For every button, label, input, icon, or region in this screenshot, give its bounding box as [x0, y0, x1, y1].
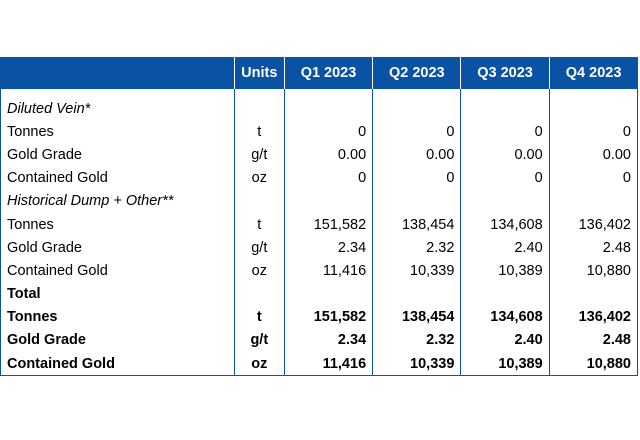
value-cell-q2 [372, 282, 461, 306]
row-label: Tonnes [0, 120, 235, 144]
value-cell-q4: 2.48 [548, 328, 639, 353]
value-cell-q4: 2.48 [548, 236, 639, 260]
row-label: Contained Gold [0, 259, 235, 283]
header-q2: Q2 2023 [372, 57, 461, 89]
value-cell-q4: 0 [548, 120, 639, 144]
header-q4: Q4 2023 [548, 57, 638, 89]
value-cell-q3: 0 [460, 120, 550, 144]
header-units: Units [233, 57, 285, 89]
table-row: Gold Grade g/t 2.34 2.32 2.40 2.48 [0, 328, 639, 353]
value-cell-q3: 2.40 [460, 328, 550, 353]
value-cell-q2: 0 [372, 166, 461, 190]
value-cell-q2: 0 [372, 120, 461, 144]
value-cell-q1: 151,582 [283, 305, 373, 329]
value-cell-q1 [283, 282, 373, 306]
value-cell-q1: 0 [283, 166, 373, 190]
value-cell-q4: 0 [548, 166, 639, 190]
value-cell-q3 [460, 282, 550, 306]
row-unit [233, 189, 285, 213]
table-row: Tonnes t 0 0 0 0 [0, 120, 639, 144]
value-cell-q3: 134,608 [460, 212, 550, 237]
value-cell-q2 [372, 97, 461, 121]
value-cell-q2: 10,339 [372, 352, 461, 377]
table-row: Contained Gold oz 0 0 0 0 [0, 166, 639, 190]
row-unit: oz [233, 352, 285, 377]
value-cell-q3: 10,389 [460, 352, 550, 377]
value-cell-q3: 2.40 [460, 236, 550, 260]
value-cell-q4: 0.00 [548, 143, 639, 167]
table-row: Contained Gold oz 11,416 10,339 10,389 10,880 [0, 352, 639, 377]
row-label: Total [0, 282, 235, 306]
row-label: Diluted Vein* [0, 97, 235, 121]
value-cell-q4: 136,402 [548, 212, 639, 237]
value-cell-q2: 2.32 [372, 328, 461, 353]
production-table: Units Q1 2023 Q2 2023 Q3 2023 Q4 2023 Di… [0, 57, 639, 377]
table-row: Tonnes t 151,582 138,454 134,608 136,402 [0, 305, 639, 329]
row-unit: t [233, 305, 285, 329]
value-cell-q3: 10,389 [460, 259, 550, 283]
row-label: Tonnes [0, 305, 235, 329]
row-unit: oz [233, 259, 285, 283]
row-label: Historical Dump + Other** [0, 189, 235, 213]
header-row: Units Q1 2023 Q2 2023 Q3 2023 Q4 2023 [0, 57, 638, 89]
value-cell-q1: 11,416 [283, 259, 373, 283]
value-cell-q3 [460, 97, 550, 121]
header-label-cell [0, 57, 235, 89]
value-cell-q2: 0.00 [372, 143, 461, 167]
row-unit: t [233, 120, 285, 144]
row-unit: g/t [233, 143, 285, 167]
value-cell-q4 [548, 189, 639, 213]
value-cell-q1: 2.34 [283, 328, 373, 353]
table-row: Gold Grade g/t 2.34 2.32 2.40 2.48 [0, 236, 639, 260]
value-cell-q2 [372, 189, 461, 213]
table-row: Total [0, 282, 639, 306]
spacer-row [0, 89, 639, 97]
table-row: Gold Grade g/t 0.00 0.00 0.00 0.00 [0, 143, 639, 167]
value-cell-q4: 10,880 [548, 259, 639, 283]
table-row: Contained Gold oz 11,416 10,339 10,389 10,880 [0, 259, 639, 283]
row-unit [233, 282, 285, 306]
value-cell-q2: 10,339 [372, 259, 461, 283]
value-cell-q4: 136,402 [548, 305, 639, 329]
row-label: Gold Grade [0, 328, 235, 353]
value-cell-q4 [548, 282, 639, 306]
row-unit: g/t [233, 328, 285, 353]
table-row: Diluted Vein* [0, 97, 639, 121]
value-cell-q3: 134,608 [460, 305, 550, 329]
value-cell-q1: 0.00 [283, 143, 373, 167]
row-unit: g/t [233, 236, 285, 260]
value-cell-q4 [548, 97, 639, 121]
row-unit [233, 97, 285, 121]
header-q3: Q3 2023 [460, 57, 550, 89]
row-unit: oz [233, 166, 285, 190]
value-cell-q2: 138,454 [372, 305, 461, 329]
row-label: Gold Grade [0, 143, 235, 167]
row-unit: t [233, 212, 285, 237]
row-label: Contained Gold [0, 352, 235, 377]
value-cell-q2: 2.32 [372, 236, 461, 260]
value-cell-q3: 0.00 [460, 143, 550, 167]
table-row: Historical Dump + Other** [0, 189, 639, 213]
value-cell-q2: 138,454 [372, 212, 461, 237]
value-cell-q3 [460, 189, 550, 213]
value-cell-q3: 0 [460, 166, 550, 190]
value-cell-q1: 151,582 [283, 212, 373, 237]
value-cell-q1: 2.34 [283, 236, 373, 260]
row-label: Contained Gold [0, 166, 235, 190]
table-row: Tonnes t 151,582 138,454 134,608 136,402 [0, 212, 639, 237]
value-cell-q1 [283, 189, 373, 213]
value-cell-q1: 11,416 [283, 352, 373, 377]
header-q1: Q1 2023 [283, 57, 373, 89]
value-cell-q1: 0 [283, 120, 373, 144]
row-label: Gold Grade [0, 236, 235, 260]
value-cell-q4: 10,880 [548, 352, 639, 377]
row-label: Tonnes [0, 212, 235, 237]
value-cell-q1 [283, 97, 373, 121]
